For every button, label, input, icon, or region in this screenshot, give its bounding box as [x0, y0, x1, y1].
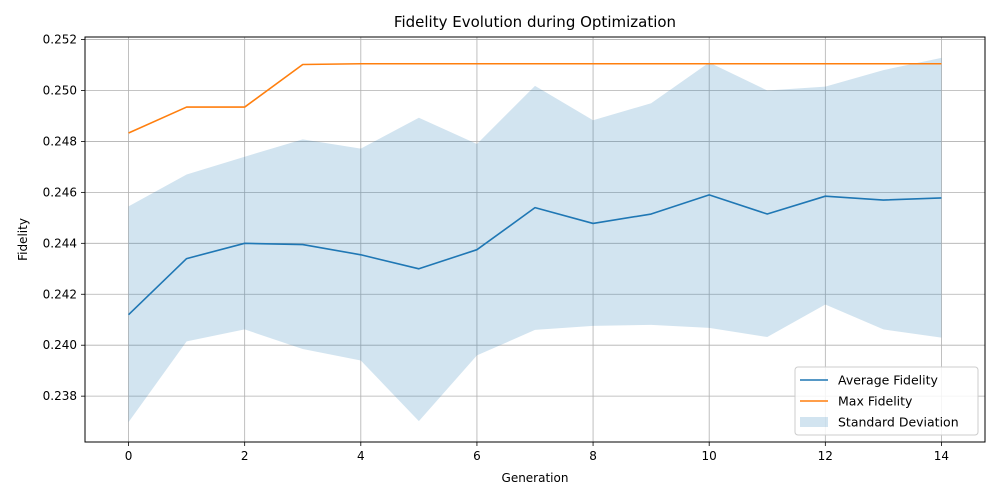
- std-deviation-band: [128, 57, 942, 423]
- x-axis-label: Generation: [502, 471, 569, 485]
- std-band-group: [128, 57, 942, 423]
- y-axis-ticks: 0.238 0.240 0.242 0.244 0.246 0.248 0.250 0.252: [43, 33, 85, 403]
- x-axis-ticks: 0 2 4 6 8 10 12 14: [125, 442, 949, 463]
- y-tick-label: 0.250: [43, 83, 77, 97]
- x-tick-label: 8: [589, 449, 597, 463]
- x-tick-label: 4: [357, 449, 365, 463]
- legend-label-average: Average Fidelity: [838, 373, 939, 388]
- y-tick-label: 0.238: [43, 389, 77, 403]
- x-tick-label: 14: [934, 449, 949, 463]
- x-tick-label: 0: [125, 449, 133, 463]
- y-tick-label: 0.244: [43, 236, 77, 250]
- x-tick-label: 6: [473, 449, 481, 463]
- y-tick-label: 0.248: [43, 134, 77, 148]
- y-tick-label: 0.240: [43, 338, 77, 352]
- legend-label-std: Standard Deviation: [838, 415, 959, 430]
- legend-swatch-std: [800, 417, 828, 427]
- legend-box: [794, 366, 979, 436]
- series-line-average-fidelity: [127, 194, 942, 316]
- y-axis-label: Fidelity: [16, 218, 30, 261]
- series-line-max-fidelity: [128, 62, 942, 134]
- legend: Average Fidelity Max Fidelity Standard D…: [794, 366, 979, 436]
- grid-lines: [85, 37, 985, 442]
- series-lines-group: [127, 62, 942, 316]
- chart-title: Fidelity Evolution during Optimization: [394, 13, 676, 31]
- y-tick-label: 0.246: [43, 185, 77, 199]
- x-tick-label: 12: [818, 449, 833, 463]
- legend-label-max: Max Fidelity: [838, 394, 913, 409]
- plot-frame: [84, 36, 986, 443]
- x-tick-label: 2: [241, 449, 249, 463]
- x-tick-label: 10: [702, 449, 717, 463]
- y-tick-label: 0.242: [43, 287, 77, 301]
- y-tick-label: 0.252: [43, 33, 77, 47]
